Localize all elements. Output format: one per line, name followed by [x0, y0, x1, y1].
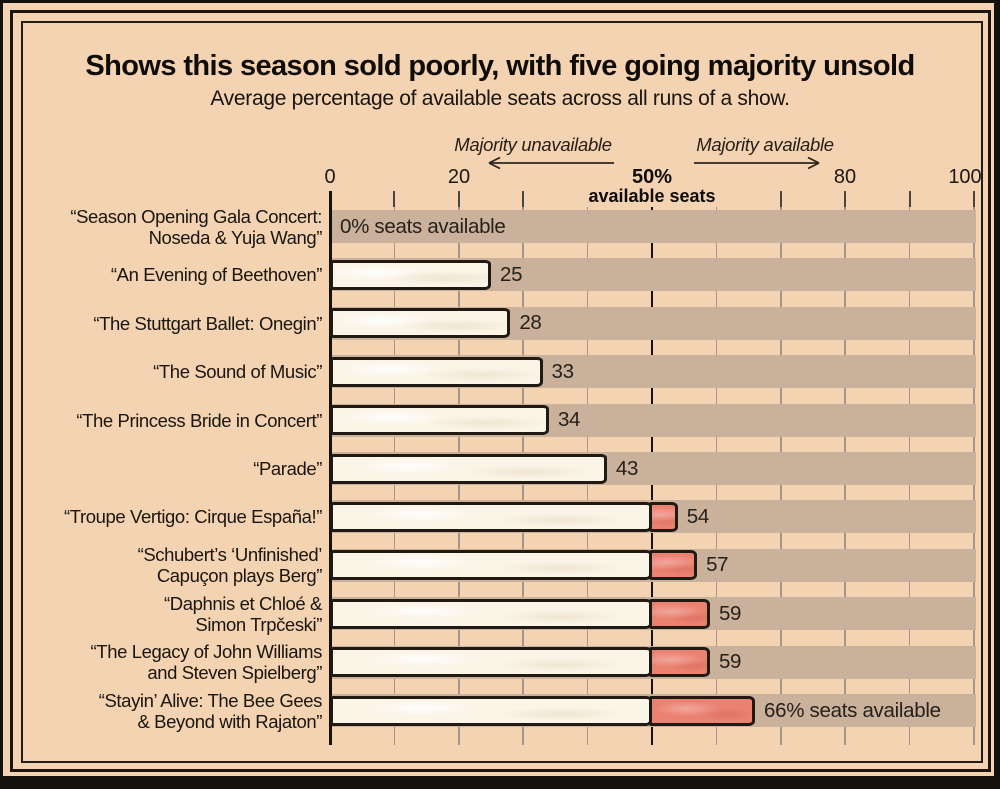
bar-majority-segment [649, 598, 710, 629]
bar-available-segment [330, 695, 652, 726]
right-arrow-icon [694, 156, 820, 170]
left-arrow-icon [488, 156, 614, 170]
axis-tick-label-100: 100 [948, 166, 982, 188]
page-title: Shows this season sold poorly, with five… [85, 50, 915, 82]
row-label-line: Simon Trpčeski” [195, 613, 322, 635]
bar-available-segment [330, 356, 543, 387]
bar-majority-segment [649, 647, 710, 678]
bar-available-segment [330, 501, 652, 532]
axis-tick [908, 191, 911, 207]
row-label-line: “Parade” [253, 458, 322, 479]
row-label-line: “Season Opening Gala Concert: [70, 205, 322, 227]
annotation-arrows [488, 156, 820, 170]
row-label: “The Sound of Music” [28, 347, 322, 396]
axis-tick [522, 191, 525, 207]
bar-available-segment [330, 308, 511, 339]
bar-value-label: 33 [551, 359, 575, 383]
bar-value-label: 66% seats available [764, 698, 941, 722]
row-label: “The Stuttgart Ballet: Onegin” [28, 299, 322, 348]
axis-tick-label-0: 0 [324, 166, 336, 188]
row-label: “Season Opening Gala Concert: Noseda & Yu… [28, 202, 322, 251]
row-label: “Stayin’ Alive: The Bee Gees & Beyond wit… [28, 686, 323, 735]
axis-tick-label-20: 20 [447, 166, 471, 188]
axis-sub-label: available seats [588, 186, 716, 206]
annotation-majority-unavailable: Majority unavailable [454, 134, 612, 155]
bar-value-label: 0% seats available [340, 214, 506, 238]
bar-value-label: 25 [500, 262, 523, 286]
row-label-line: “The Princess Bride in Concert” [76, 409, 322, 431]
row-label-line: and Steven Spielberg” [147, 662, 322, 684]
bar-available-segment [330, 550, 652, 581]
row-label: “Daphnis et Chloé & Simon Trpčeski” [28, 589, 322, 638]
row-band [332, 210, 976, 243]
bar-value-label: 57 [706, 553, 729, 577]
bar-majority-segment [649, 501, 678, 532]
row-label: “Parade” [28, 444, 322, 493]
axis-tick-label-50: 50% [631, 166, 673, 188]
row-label: “The Legacy of John Williams and Steven S… [28, 638, 323, 687]
row-label-line: & Beyond with Rajaton” [137, 710, 322, 732]
axis-tick [844, 191, 847, 207]
bar-value-label: 59 [718, 650, 742, 674]
row-label-line: “The Sound of Music” [153, 361, 322, 383]
axis-tick [457, 191, 460, 207]
row-label: “An Evening of Beethoven” [28, 250, 323, 299]
annotation-majority-available: Majority available [696, 134, 834, 155]
bar-value-label: 59 [718, 601, 742, 625]
bar-available-segment [330, 453, 607, 484]
bar-available-segment [330, 598, 652, 629]
axis-tick [393, 191, 396, 207]
page-subtitle: Average percentage of available seats ac… [210, 87, 790, 110]
bar-available-segment [330, 647, 652, 678]
row-label-line: “The Stuttgart Ballet: Onegin” [93, 312, 322, 334]
row-label-line: “An Evening of Beethoven” [110, 264, 323, 286]
axis-tick-label-80: 80 [833, 166, 857, 188]
bar-available-segment [330, 259, 491, 290]
row-label-line: “Stayin’ Alive: The Bee Gees [98, 689, 323, 711]
row-label-line: “Schubert’s ‘Unfinished’ [137, 544, 323, 566]
row-label-line: “Daphnis et Chloé & [164, 592, 322, 614]
axis-tick [779, 191, 782, 207]
row-label-line: “Troupe Vertigo: Cirque España!” [64, 506, 322, 528]
bar-value-label: 34 [557, 408, 581, 432]
axis-tick [973, 191, 975, 207]
row-label: “Schubert’s ‘Unfinished’ Capuçon plays Be… [28, 541, 323, 590]
bar-majority-segment [649, 550, 698, 581]
bar-value-label: 54 [686, 504, 710, 528]
bar-value-label: 28 [519, 311, 542, 335]
row-label: “Troupe Vertigo: Cirque España!” [28, 492, 322, 541]
row-label-line: Capuçon plays Berg” [156, 565, 323, 587]
row-label-line: “The Legacy of John Williams [90, 641, 323, 663]
bar-majority-segment [649, 695, 756, 726]
row-label: “The Princess Bride in Concert” [28, 396, 322, 445]
bar-available-segment [330, 405, 549, 436]
row-label-line: Noseda & Yuja Wang” [148, 226, 323, 248]
bar-value-label: 43 [615, 456, 639, 480]
